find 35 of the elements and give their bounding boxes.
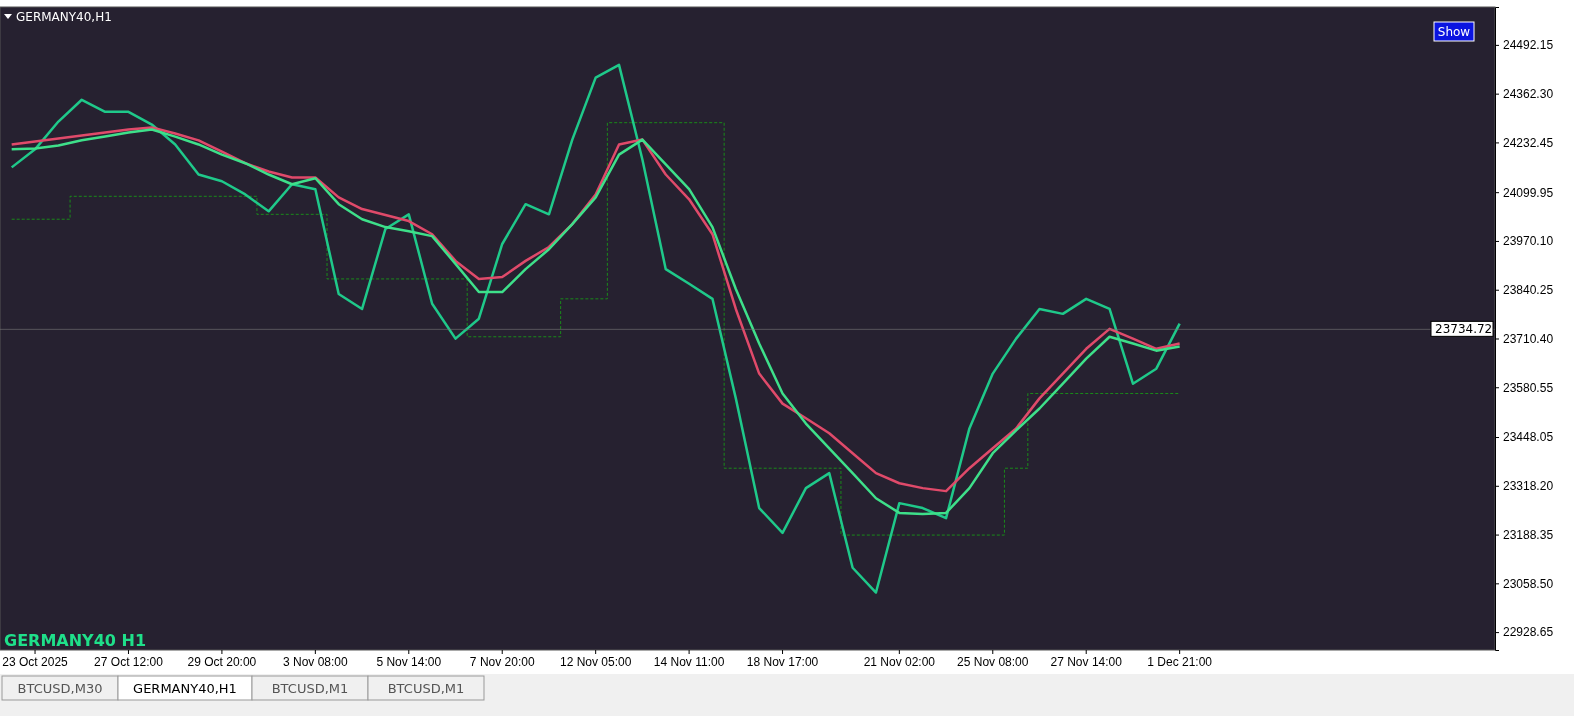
y-tick-label: 23580.55 <box>1503 380 1554 395</box>
x-tick-label: 27 Nov 14:00 <box>1050 654 1123 669</box>
y-tick-label: 24232.45 <box>1503 135 1554 150</box>
y-tick-label: 23970.10 <box>1503 234 1554 249</box>
x-tick-label: 23 Oct 2025 <box>2 654 69 669</box>
y-tick-label: 24362.30 <box>1503 86 1554 101</box>
annotation: Show <box>1437 25 1471 39</box>
x-tick-label: 27 Oct 12:00 <box>94 654 164 669</box>
text: GERMANY40,H1 <box>133 681 237 696</box>
x-tick-label: 29 Oct 20:00 <box>187 654 257 669</box>
x-tick-label: 5 Nov 14:00 <box>376 654 442 669</box>
x-tick-label: 1 Dec 21:00 <box>1147 654 1213 669</box>
y-tick-label: 23188.35 <box>1503 527 1554 542</box>
y-tick-label: 23318.20 <box>1503 479 1554 494</box>
ref-line-label: 23734.72 <box>1435 322 1493 337</box>
line-series <box>10 63 1181 594</box>
annotation: GERMANY40 H1 <box>4 631 147 650</box>
y-tick-label: 24099.95 <box>1503 185 1554 200</box>
x-tick-label: 12 Nov 05:00 <box>559 654 632 669</box>
y-tick-label: 23448.05 <box>1503 430 1554 445</box>
x-tick-label: 18 Nov 17:00 <box>746 654 819 669</box>
y-tick-label: 23840.25 <box>1503 283 1554 298</box>
y-tick-label: 23058.50 <box>1503 576 1554 591</box>
x-tick-label: 21 Nov 02:00 <box>863 654 936 669</box>
x-tick-label: 3 Nov 08:00 <box>282 654 349 669</box>
x-tick-label: 7 Nov 20:00 <box>469 654 535 669</box>
y-tick-label: 22928.65 <box>1503 625 1554 640</box>
text: BTCUSD,M1 <box>387 681 465 696</box>
x-tick-label: 25 Nov 08:00 <box>957 654 1029 669</box>
text: BTCUSD,M30 <box>17 681 103 696</box>
x-tick-label: 14 Nov 11:00 <box>653 654 725 669</box>
chart-title: GERMANY40,H1 <box>16 10 112 24</box>
y-tick-label: 24492.15 <box>1503 38 1554 53</box>
text: BTCUSD,M1 <box>271 681 349 696</box>
y-tick-label: 23710.40 <box>1503 331 1554 346</box>
